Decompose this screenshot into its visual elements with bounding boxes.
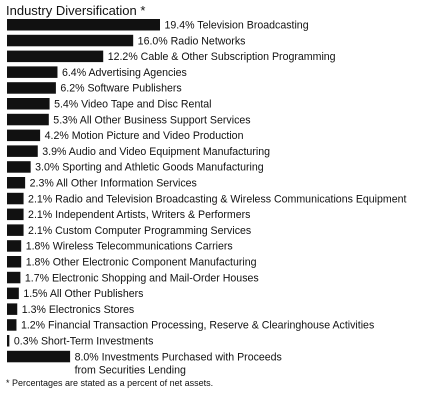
- bar-label-4: 6.4% Advertising Agencies: [62, 67, 187, 79]
- bar-value-label-12: 2.1% Radio and Television Broadcasting &…: [28, 193, 406, 205]
- bar-label-9: 3.9% Audio and Video Equipment Manufactu…: [42, 146, 270, 158]
- bar-22: [7, 350, 71, 363]
- bar-7: [7, 113, 49, 126]
- bar-value-label-19: 1.3% Electronics Stores: [22, 304, 134, 316]
- bar-label-10: 3.0% Sporting and Athletic Goods Manufac…: [35, 162, 264, 174]
- bar-value-label-21: 0.3% Short-Term Investments: [14, 336, 154, 348]
- bar-value-label-3: 12.2% Cable & Other Subscription Program…: [108, 51, 336, 63]
- bar-value-label-5: 6.2% Software Publishers: [60, 83, 181, 95]
- bar-21: [7, 335, 10, 347]
- bar-label-5: 6.2% Software Publishers: [60, 83, 181, 95]
- bar-value-label-10: 3.0% Sporting and Athletic Goods Manufac…: [35, 162, 264, 174]
- bar-value-label-2: 16.0% Radio Networks: [138, 35, 246, 47]
- bar-value-label-8: 4.2% Motion Picture and Video Production: [45, 130, 244, 142]
- bar-value-label-22: 8.0% Investments Purchased with Proceeds: [75, 351, 282, 363]
- bar-13: [7, 208, 24, 221]
- bar-label-21: 0.3% Short-Term Investments: [14, 336, 154, 348]
- bar-2: [7, 34, 134, 47]
- bar-5: [7, 82, 56, 94]
- bar-label-14: 2.1% Custom Computer Programming Service…: [28, 225, 251, 237]
- bar-value-label-9: 3.9% Audio and Video Equipment Manufactu…: [42, 146, 270, 158]
- bar-label-22: 8.0% Investments Purchased with Proceeds…: [75, 351, 282, 376]
- bar-label-13: 2.1% Independent Artists, Writers & Perf…: [28, 209, 250, 221]
- bar-value-label-14: 2.1% Custom Computer Programming Service…: [28, 225, 251, 237]
- bar-value-label-4: 6.4% Advertising Agencies: [62, 67, 187, 79]
- bar-category-label-cont-22: from Securities Lending: [75, 364, 186, 376]
- chart-title: Industry Diversification *: [6, 3, 145, 18]
- bar-label-16: 1.8% Other Electronic Component Manufact…: [26, 257, 257, 269]
- bar-6: [7, 98, 50, 110]
- bar-15: [7, 240, 22, 252]
- footnote: * Percentages are stated as a percent of…: [6, 378, 213, 388]
- bar-20: [7, 319, 17, 331]
- bar-label-8: 4.2% Motion Picture and Video Production: [45, 130, 244, 142]
- bar-16: [7, 256, 22, 268]
- bar-10: [7, 161, 31, 173]
- bar-3: [7, 50, 104, 63]
- bar-label-1: 19.4% Television Broadcasting: [165, 20, 309, 32]
- bar-17: [7, 271, 21, 284]
- bar-1: [7, 19, 160, 31]
- bar-label-17: 1.7% Electronic Shopping and Mail-Order …: [25, 272, 259, 284]
- bar-label-6: 5.4% Video Tape and Disc Rental: [54, 99, 211, 111]
- bar-18: [7, 287, 19, 300]
- bar-14: [7, 224, 24, 236]
- bar-label-19: 1.3% Electronics Stores: [22, 304, 134, 316]
- bar-label-3: 12.2% Cable & Other Subscription Program…: [108, 51, 336, 63]
- bar-label-12: 2.1% Radio and Television Broadcasting &…: [28, 193, 406, 205]
- bar-value-label-16: 1.8% Other Electronic Component Manufact…: [26, 257, 257, 269]
- bar-value-label-15: 1.8% Wireless Telecommunications Carrier…: [26, 241, 233, 253]
- bar-value-label-18: 1.5% All Other Publishers: [23, 288, 143, 300]
- bar-group: 19.4% Television Broadcasting 16.0% Radio…: [7, 19, 407, 376]
- bar-label-7: 5.3% All Other Business Support Services: [53, 114, 250, 126]
- bar-8: [7, 129, 41, 142]
- bar-value-label-11: 2.3% All Other Information Services: [30, 178, 197, 190]
- bar-19: [7, 303, 18, 315]
- bar-value-label-13: 2.1% Independent Artists, Writers & Perf…: [28, 209, 250, 221]
- bar-label-20: 1.2% Financial Transaction Processing, R…: [21, 320, 374, 332]
- bar-9: [7, 145, 38, 157]
- bar-label-15: 1.8% Wireless Telecommunications Carrier…: [26, 241, 233, 253]
- bar-value-label-17: 1.7% Electronic Shopping and Mail-Order …: [25, 272, 259, 284]
- bar-11: [7, 177, 26, 189]
- bar-4: [7, 66, 58, 78]
- bar-value-label-6: 5.4% Video Tape and Disc Rental: [54, 99, 211, 111]
- bar-label-11: 2.3% All Other Information Services: [30, 178, 197, 190]
- bar-label-2: 16.0% Radio Networks: [138, 35, 246, 47]
- bar-value-label-1: 19.4% Television Broadcasting: [165, 20, 309, 32]
- bar-value-label-20: 1.2% Financial Transaction Processing, R…: [21, 320, 374, 332]
- bar-value-label-7: 5.3% All Other Business Support Services: [53, 114, 250, 126]
- bar-12: [7, 192, 24, 205]
- bar-label-18: 1.5% All Other Publishers: [23, 288, 143, 300]
